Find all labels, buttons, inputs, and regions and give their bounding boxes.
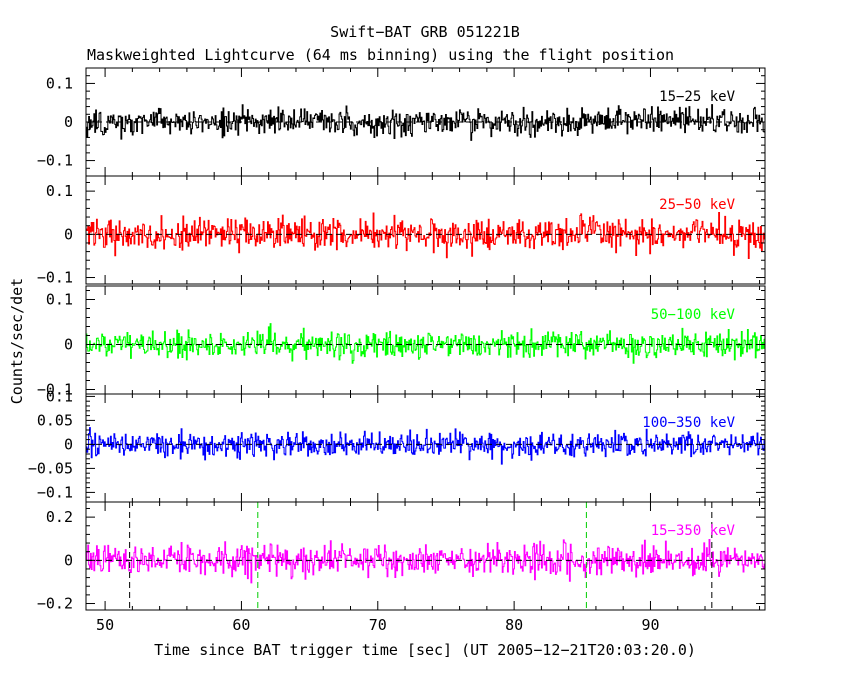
y-tick-label: 0.1	[46, 74, 73, 92]
band-label: 15−350 keV	[651, 523, 736, 539]
panel-4: −0.1 −0.05 0 0.05 0.1 100−350 keV	[28, 387, 766, 503]
series-trace	[86, 323, 766, 364]
series-trace	[86, 104, 766, 141]
y-tick-label: 0	[64, 336, 73, 354]
chart-title: Swift−BAT GRB 051221B	[330, 23, 520, 41]
panel-stack: −0.1 0 0.1 15−25 keV −0.1 0 0.1 25−50 keV −0.1 0 0…	[28, 67, 766, 634]
band-label: 25−50 keV	[659, 197, 735, 213]
y-tick-label: −0.1	[37, 152, 73, 170]
x-axis-label: Time since BAT trigger time [sec] (UT 20…	[154, 641, 696, 659]
band-label: 50−100 keV	[651, 307, 736, 323]
y-tick-label: 0.1	[46, 182, 73, 200]
band-label: 100−350 keV	[642, 415, 735, 431]
x-tick-label: 80	[505, 616, 523, 634]
y-tick-label: 0.05	[37, 411, 73, 429]
panel-1: −0.1 0 0.1 15−25 keV	[37, 67, 766, 177]
x-tick-label: 90	[641, 616, 659, 634]
y-tick-label: 0	[64, 113, 73, 131]
y-tick-label: 0.1	[46, 291, 73, 309]
series-trace	[86, 427, 766, 465]
y-tick-label: −0.1	[37, 381, 73, 399]
series-trace	[86, 539, 766, 584]
y-tick-label: 0	[64, 551, 73, 569]
panel-5: −0.2 0 0.2 15−350 keV	[37, 501, 766, 613]
panel-frame	[85, 501, 766, 611]
y-tick-label: 0.2	[46, 508, 73, 526]
y-tick-label: 0	[64, 435, 73, 453]
x-tick-label: 50	[96, 616, 114, 634]
series-trace	[86, 212, 766, 259]
y-axis-label: Counts/sec/det	[8, 278, 26, 404]
panel-frame	[85, 175, 766, 285]
y-tick-label: −0.05	[28, 459, 73, 477]
y-tick-label: −0.1	[37, 269, 73, 287]
y-tick-label: −0.1	[37, 483, 73, 501]
band-label: 15−25 keV	[659, 89, 735, 105]
panel-2: −0.1 0 0.1 25−50 keV	[37, 175, 766, 287]
x-tick-label: 60	[232, 616, 250, 634]
x-tick-label: 70	[369, 616, 387, 634]
y-tick-label: 0	[64, 225, 73, 243]
y-tick-label: 0.1	[46, 387, 73, 405]
y-tick-label: −0.2	[37, 595, 73, 613]
chart-subtitle: Maskweighted Lightcurve (64 ms binning) …	[87, 46, 674, 64]
panel-3: −0.1 0 0.1 50−100 keV	[37, 285, 766, 399]
